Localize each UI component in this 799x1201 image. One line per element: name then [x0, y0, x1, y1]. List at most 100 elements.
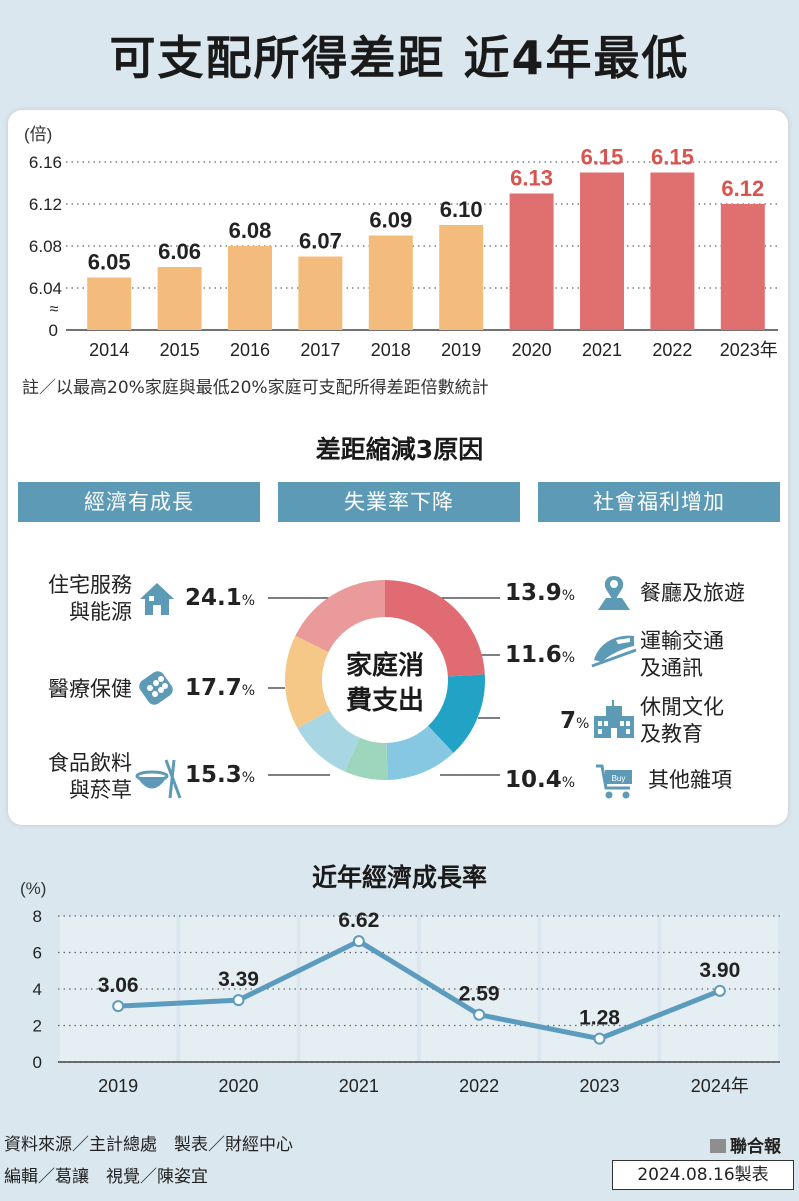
footer-credits: 編輯／葛讓 視覺／陳姿宜 — [4, 1167, 208, 1187]
svg-text:Buy: Buy — [612, 774, 626, 783]
growth-value-label: 3.06 — [98, 974, 139, 997]
location-pin-map-icon — [598, 576, 630, 610]
line-ytick-label: 4 — [33, 980, 42, 999]
bar-axis-break: ≈ — [50, 301, 59, 318]
reduction-title: 差距縮減3原因 — [315, 435, 484, 464]
main-title: 可支配所得差距 近4年最低 — [109, 31, 690, 85]
reason-economy: 經濟有成長 — [18, 482, 260, 522]
bar — [298, 256, 343, 330]
category-medical-label: 醫療保健 — [48, 677, 132, 701]
bar-value-label: 6.08 — [229, 218, 272, 243]
donut-chart: 家庭消 費支出 — [268, 580, 500, 780]
donut-center-line-2: 費支出 — [346, 685, 424, 715]
bar — [439, 225, 484, 330]
bar-value-label: 6.15 — [651, 145, 694, 170]
brand-square-icon — [710, 1139, 726, 1153]
restaurant-percent: 13.9% — [505, 580, 576, 606]
transport-percent: 11.6% — [505, 642, 576, 668]
bar-xtick-label: 2016 — [230, 340, 270, 360]
donut-slice — [344, 737, 388, 780]
donut-slice — [295, 580, 385, 653]
bar-xtick-label: 2019 — [441, 340, 481, 360]
bar — [720, 204, 765, 330]
bar — [650, 172, 695, 330]
donut-slice — [284, 635, 330, 729]
bar — [157, 267, 202, 330]
growth-value-label: 6.62 — [338, 909, 379, 932]
bar-value-label: 6.06 — [158, 239, 201, 264]
bar-value-label: 6.10 — [440, 197, 483, 222]
donut-slice — [428, 674, 485, 753]
line-ytick-label: 2 — [33, 1017, 42, 1036]
bar-unit-label: (倍) — [24, 125, 52, 144]
bar — [509, 193, 554, 330]
housing-percent: 24.1% — [185, 585, 256, 611]
bar-value-label: 6.13 — [510, 166, 553, 191]
bar-ytick-label: 6.04 — [29, 279, 62, 298]
line-ytick-label: 8 — [33, 907, 42, 926]
food-percent: 15.3% — [185, 762, 256, 788]
bar-xtick-label: 2023年 — [720, 340, 778, 360]
date-box: 2024.08.16製表 — [612, 1160, 794, 1190]
reason-unemployment: 失業率下降 — [278, 482, 520, 522]
bar — [228, 246, 272, 330]
donut-slice — [385, 580, 485, 677]
category-food-label: 食品飲料 與菸草 — [48, 751, 132, 802]
line-xtick-label: 2023 — [579, 1076, 619, 1096]
growth-value-label: 3.39 — [218, 968, 259, 991]
line-xtick-label: 2019 — [98, 1076, 138, 1096]
bar-xtick-label: 2015 — [160, 340, 200, 360]
line-unit-label: (%) — [20, 879, 46, 898]
growth-value-label: 2.59 — [459, 983, 500, 1006]
line-column-band — [60, 916, 177, 1062]
bar-xtick-label: 2021 — [582, 340, 622, 360]
leisure-percent: 7% — [560, 708, 590, 734]
growth-point — [473, 1008, 486, 1021]
bar-value-label: 6.09 — [369, 208, 412, 233]
bar-xtick-label: 2020 — [512, 340, 552, 360]
pills-icon — [139, 671, 173, 705]
house-icon — [140, 583, 174, 615]
bar-ytick-label: 0 — [49, 321, 58, 340]
bar-ytick-label: 6.12 — [29, 195, 62, 214]
line-ytick-label: 6 — [33, 944, 42, 963]
category-restaurant-label: 餐廳及旅遊 — [640, 581, 745, 605]
reason-welfare: 社會福利增加 — [538, 482, 780, 522]
misc-percent: 10.4% — [505, 767, 576, 793]
bowl-chopsticks-icon — [135, 759, 182, 799]
growth-line — [118, 938, 721, 1042]
bar-value-label: 6.12 — [721, 176, 764, 201]
train-icon — [591, 635, 637, 668]
bar — [580, 172, 624, 330]
bar-chart: (倍) 6.16 6.12 6.08 6.04 0 ≈ 6.05 2014 6.06 2015 6… — [24, 125, 778, 360]
footer-source: 資料來源／主計總處 製表／財經中心 — [4, 1135, 293, 1155]
bar-ytick-label: 6.08 — [29, 237, 62, 256]
growth-point — [593, 1032, 606, 1045]
donut-center-line-1: 家庭消 — [346, 650, 424, 680]
donut-slice — [297, 710, 360, 772]
bar-value-label: 6.15 — [581, 145, 624, 170]
category-misc-label: 其他雜項 — [648, 768, 732, 792]
bar-value-label: 6.07 — [299, 229, 342, 254]
shopping-cart-icon: Buy — [596, 764, 632, 799]
growth-value-label: 3.90 — [699, 959, 740, 982]
bar — [368, 235, 413, 330]
line-column-band — [180, 916, 297, 1062]
chart-note: 註／以最高20%家庭與最低20%家庭可支配所得差距倍數統計 — [22, 378, 489, 398]
line-xtick-label: 2021 — [339, 1076, 379, 1096]
growth-title: 近年經濟成長率 — [311, 863, 487, 892]
bar-xtick-label: 2014 — [89, 340, 129, 360]
line-xtick-label: 2020 — [218, 1076, 258, 1096]
growth-point — [232, 994, 245, 1007]
line-ytick-label: 0 — [33, 1053, 42, 1072]
medical-percent: 17.7% — [185, 675, 256, 701]
line-xtick-label: 2024年 — [691, 1076, 749, 1096]
line-xtick-label: 2022 — [459, 1076, 499, 1096]
growth-point — [112, 1000, 125, 1013]
bar-value-label: 6.05 — [88, 250, 131, 275]
category-housing-label: 住宅服務 與能源 — [48, 573, 132, 624]
growth-point — [352, 935, 365, 948]
line-chart: (%) 8 6 4 2 0 3.06 2019 3.39 2020 6.62 2021 2.59 20… — [20, 879, 780, 1096]
bar-xtick-label: 2018 — [371, 340, 411, 360]
bar-xtick-label: 2022 — [652, 340, 692, 360]
